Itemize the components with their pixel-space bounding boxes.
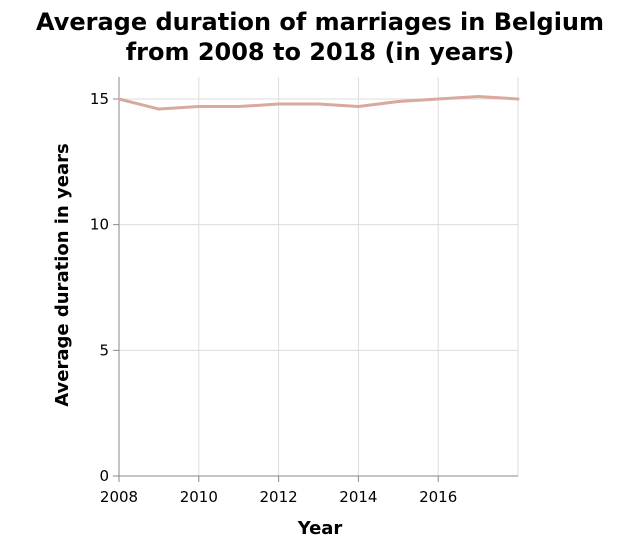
series-layer [117, 94, 520, 111]
x-tick-label: 2008 [100, 488, 138, 506]
y-tick-label: 5 [99, 341, 109, 359]
grid-lines [119, 77, 519, 476]
series-line [117, 94, 520, 111]
x-tick-label: 2014 [339, 488, 377, 506]
y-tick-label: 10 [90, 216, 109, 234]
y-tick-label: 0 [99, 467, 109, 485]
axes [113, 77, 518, 482]
x-axis-title: Year [297, 518, 343, 539]
x-tick-label: 2016 [419, 488, 457, 506]
y-axis-title: Average duration in years [52, 143, 73, 407]
x-tick-label: 2010 [180, 488, 218, 506]
x-tick-label: 2012 [260, 488, 298, 506]
chart-title-line-1: Average duration of marriages in Belgium [36, 8, 604, 36]
y-tick-label: 15 [90, 90, 109, 108]
tick-labels: 2008 2010 2012 2014 2016 0 5 10 15 [90, 90, 457, 506]
chart-title-line-2: from 2008 to 2018 (in years) [126, 38, 515, 66]
